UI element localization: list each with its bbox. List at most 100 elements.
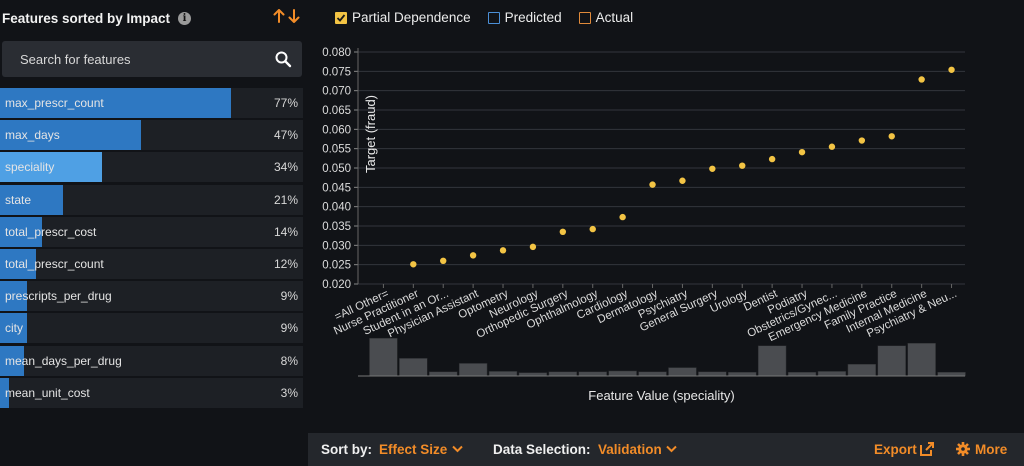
arrow-down-icon[interactable] — [288, 9, 300, 23]
feature-row-prescripts-per-drug[interactable]: prescripts_per_drug 9% — [0, 281, 303, 312]
export-icon[interactable] — [919, 441, 935, 457]
feature-impact: 3% — [280, 385, 298, 400]
partial-dependence-point — [768, 155, 776, 163]
y-tick-label: 0.055 — [322, 144, 351, 156]
histogram-bar — [488, 371, 518, 377]
partial-dependence-point — [858, 137, 866, 144]
histogram-bar — [429, 371, 458, 377]
feature-impact: 47% — [273, 128, 298, 143]
partial-dependence-point — [948, 66, 955, 73]
x-axis-title: Feature Value (speciality) — [588, 388, 734, 403]
legend-label: Actual — [595, 10, 634, 25]
checkbox-unchecked-icon[interactable] — [487, 11, 500, 24]
feature-impact: 34% — [273, 160, 298, 175]
partial-dependence-point — [828, 143, 836, 150]
checkbox-unchecked-icon[interactable] — [578, 11, 591, 24]
feature-row-state[interactable]: state 21% — [0, 184, 303, 215]
histogram-bar — [937, 371, 966, 377]
impact-bar — [0, 313, 27, 344]
search-icon[interactable] — [274, 50, 292, 68]
y-tick-label: 0.075 — [322, 66, 351, 78]
histogram-bar — [638, 371, 667, 377]
legend-label: Predicted — [504, 10, 562, 25]
y-axis-title: Target (fraud) — [363, 95, 378, 173]
y-tick-label: 0.045 — [322, 182, 351, 194]
histogram-bar — [817, 371, 847, 377]
arrow-up-icon[interactable] — [273, 9, 285, 23]
data-selection-label: Data Selection: — [493, 442, 591, 457]
feature-row-max-prescr-count[interactable]: max_prescr_count 77% — [0, 88, 303, 118]
histogram-bar — [847, 363, 877, 377]
partial-dependence-point — [888, 133, 895, 140]
panel-title: Features sorted by Impact — [2, 10, 171, 26]
partial-dependence-point — [529, 243, 537, 251]
bottom-toolbar: Sort by: Effect Size Data Selection: Val… — [308, 433, 1024, 466]
histogram-bar — [369, 337, 398, 377]
info-icon[interactable]: i — [178, 11, 192, 25]
feature-row-mean-unit-cost[interactable]: mean_unit_cost 3% — [0, 377, 303, 408]
impact-bar — [0, 377, 9, 408]
more-button[interactable]: More — [975, 442, 1008, 457]
sort-by-label: Sort by: — [321, 442, 373, 457]
partial-dependence-point — [440, 257, 447, 264]
feature-name: max_prescr_count — [5, 96, 104, 110]
partial-dependence-point — [469, 252, 477, 259]
legend-predicted[interactable]: Predicted — [487, 10, 562, 25]
histogram-bar — [907, 342, 936, 377]
y-tick-label: 0.050 — [322, 163, 351, 175]
sort-direction-toggle[interactable] — [273, 9, 300, 23]
search-placeholder: Search for features — [20, 52, 131, 67]
y-tick-label: 0.060 — [322, 124, 351, 136]
histogram-bar — [698, 371, 727, 377]
histogram-bar — [578, 371, 607, 377]
impact-bar — [0, 88, 231, 118]
feature-name: max_days — [5, 128, 60, 143]
feature-row-total-prescr-cost[interactable]: total_prescr_cost 14% — [0, 216, 303, 247]
impact-bar — [0, 249, 36, 279]
feature-impact: 77% — [273, 96, 298, 110]
histogram-bar — [518, 372, 548, 377]
sort-by-dropdown[interactable]: Effect Size — [379, 442, 448, 457]
y-tick-label: 0.040 — [322, 202, 351, 214]
histogram-bar — [757, 345, 787, 377]
partial-dependence-point — [739, 162, 746, 169]
feature-row-speciality[interactable]: speciality 34% — [0, 152, 303, 183]
feature-impact: 9% — [280, 289, 298, 304]
feature-row-max-days[interactable]: max_days 47% — [0, 120, 303, 151]
feature-name: speciality — [5, 160, 55, 175]
data-selection-dropdown[interactable]: Validation — [598, 442, 662, 457]
feature-row-city[interactable]: city 9% — [0, 313, 303, 344]
feature-impact: 14% — [273, 224, 298, 239]
feature-row-mean-days-per-drug[interactable]: mean_days_per_drug 8% — [0, 345, 303, 376]
partial-dependence-point — [619, 213, 626, 221]
histogram-bar — [877, 345, 906, 377]
partial-dependence-point — [798, 148, 806, 156]
histogram-bar — [608, 370, 637, 377]
feature-impact: 12% — [273, 257, 298, 271]
y-tick-label: 0.035 — [322, 221, 351, 233]
feature-row-total-prescr-count[interactable]: total_prescr_count 12% — [0, 249, 303, 279]
partial-dependence-point — [918, 76, 925, 83]
chevron-down-icon[interactable] — [666, 445, 677, 453]
chart-legend: Partial Dependence Predicted Actual — [335, 10, 650, 25]
checkbox-checked-icon[interactable] — [335, 11, 347, 24]
partial-dependence-point — [499, 247, 507, 254]
feature-name: prescripts_per_drug — [5, 289, 112, 304]
export-button[interactable]: Export — [874, 442, 917, 457]
feature-name: total_prescr_count — [5, 257, 104, 271]
gear-icon[interactable] — [955, 441, 971, 457]
feature-name: total_prescr_cost — [5, 224, 97, 239]
search-input[interactable]: Search for features — [2, 41, 302, 77]
histogram-bar — [399, 358, 428, 377]
y-tick-label: 0.070 — [322, 86, 351, 98]
legend-label: Partial Dependence — [352, 10, 471, 25]
feature-name: city — [5, 321, 23, 336]
legend-actual[interactable]: Actual — [578, 10, 634, 25]
feature-name: mean_days_per_drug — [5, 353, 122, 368]
legend-partial-dependence[interactable]: Partial Dependence — [335, 10, 471, 25]
partial-dependence-chart: 0.020 0.025 0.030 0.035 0.040 0.045 0.050 0.055… — [322, 47, 966, 403]
histogram-bar — [787, 371, 817, 377]
chevron-down-icon[interactable] — [452, 445, 463, 453]
impact-bar — [0, 120, 141, 151]
feature-impact: 8% — [280, 353, 298, 368]
